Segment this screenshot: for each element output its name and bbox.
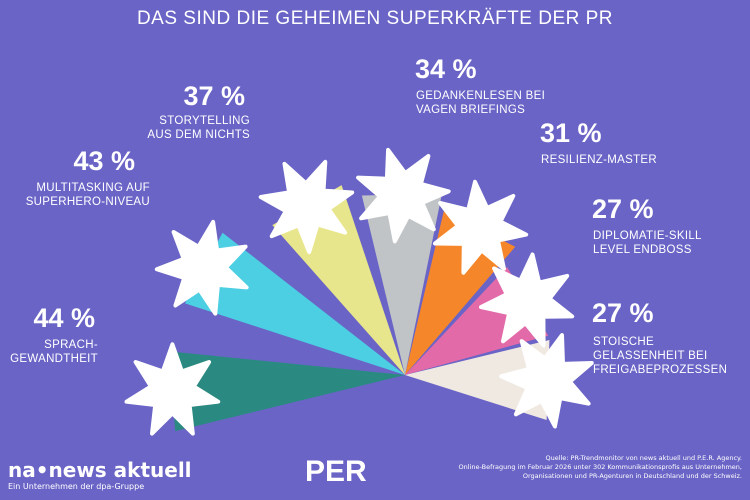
star [356, 147, 451, 244]
category-label: GEDANKENLESEN BEI VAGEN BRIEFINGS [416, 90, 546, 116]
value-label: 27 % [592, 194, 654, 224]
star [433, 179, 529, 275]
star [124, 342, 221, 436]
source-line: Quelle: PR-Trendmonitor von news aktuell… [545, 454, 742, 462]
source-note: Quelle: PR-Trendmonitor von news aktuell… [459, 454, 742, 481]
value-label: 27 % [592, 298, 654, 328]
source-line: Organisationen und PR-Agenturen in Deuts… [522, 472, 742, 480]
star [258, 159, 355, 255]
source-line: Online-Befragung im Februar 2026 unter 3… [458, 463, 742, 471]
brand-logo: na•news aktuell [8, 458, 192, 482]
value-label: 44 % [33, 303, 95, 333]
ray [361, 194, 442, 375]
category-label: STORYTELLING AUS DEM NICHTS [147, 115, 250, 141]
category-label: STOISCHE GELASSENHEIT BEI FREIGABEPROZES… [593, 336, 728, 376]
value-label: 31 % [540, 118, 602, 148]
star [479, 252, 575, 348]
chart-title: DAS SIND DIE GEHEIMEN SUPERKRÄFTE DER PR [136, 8, 614, 29]
value-label: 37 % [183, 81, 245, 111]
ray [184, 232, 405, 375]
partner-logo: PER [305, 455, 367, 488]
category-label: DIPLOMATIE-SKILL LEVEL ENDBOSS [593, 230, 702, 256]
value-label: 43 % [73, 146, 135, 176]
ray [405, 340, 550, 420]
brand-subtitle: Ein Unternehmen der dpa-Gruppe [8, 482, 145, 491]
star [154, 219, 249, 316]
category-label: MULTITASKING AUF SUPERHERO-NIVEAU [25, 182, 150, 208]
category-label: RESILIENZ-MASTER [541, 154, 657, 166]
ray [169, 351, 405, 432]
value-label: 34 % [415, 54, 477, 84]
category-label: SPRACH- GEWANDTHEIT [10, 339, 98, 365]
star [499, 333, 594, 429]
